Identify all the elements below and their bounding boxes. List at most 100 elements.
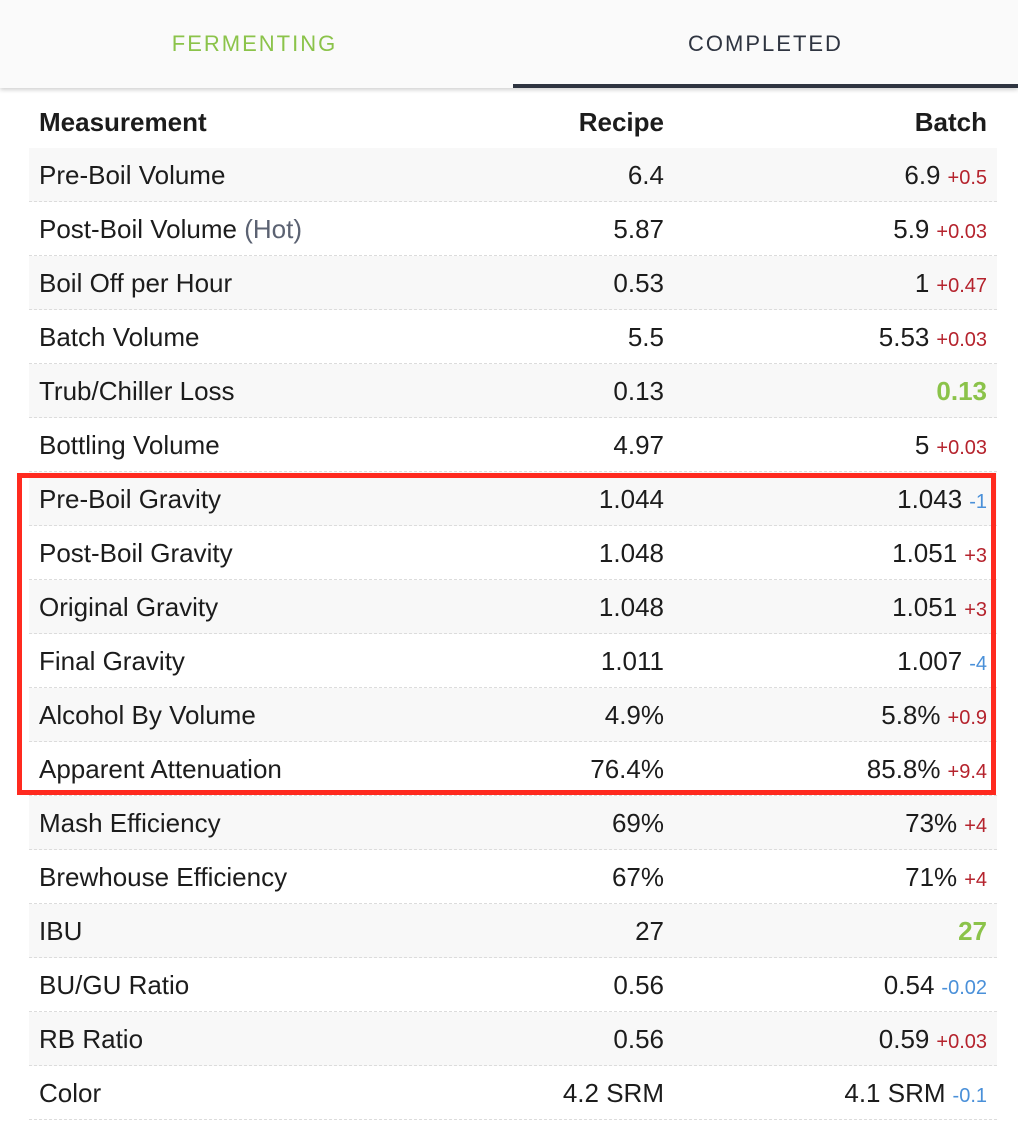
measurement-name: Apparent Attenuation: [39, 742, 282, 796]
batch-delta: -0.1: [952, 1085, 987, 1107]
table-row: Batch Volume 5.5 5.53 +0.03: [29, 310, 997, 364]
measurement-label: Boil Off per Hour: [39, 268, 233, 298]
measurement-name: BU/GU Ratio: [39, 958, 189, 1012]
measurement-label: RB Ratio: [39, 1024, 144, 1054]
table-header-row: Measurement Recipe Batch: [29, 94, 997, 148]
batch-delta: +0.5: [947, 167, 987, 189]
table-row: Mash Efficiency 69% 73% +4: [29, 796, 997, 850]
measurement-name: Bottling Volume: [39, 418, 220, 472]
header-measurement: Measurement: [39, 107, 207, 137]
measurement-name: IBU: [39, 904, 82, 958]
measurement-label: Alcohol By Volume: [39, 700, 256, 730]
table-row: Bottling Volume 4.97 5 +0.03: [29, 418, 997, 472]
recipe-value: 1.048: [598, 538, 664, 568]
measurement-name: Mash Efficiency: [39, 796, 221, 850]
recipe-value: 1.044: [598, 484, 664, 514]
batch-cell: 73% +4: [905, 796, 987, 850]
tab-completed[interactable]: COMPLETED: [688, 31, 843, 56]
batch-delta: +3: [964, 599, 987, 621]
batch-value: 0.13: [936, 376, 987, 406]
measurement-label: Bottling Volume: [39, 430, 220, 460]
table-row: Pre-Boil Volume 6.4 6.9 +0.5: [29, 148, 997, 202]
active-tab-indicator: [513, 84, 1018, 88]
measurement-label: IBU: [39, 916, 83, 946]
batch-cell: 71% +4: [905, 850, 987, 904]
recipe-value: 4.97: [613, 430, 664, 460]
recipe-value: 5.5: [627, 322, 664, 352]
tab-fermenting[interactable]: FERMENTING: [171, 31, 338, 56]
batch-value: 0.59: [878, 1024, 930, 1054]
recipe-value: 27: [635, 916, 664, 946]
measurement-name: Post-Boil Volume (Hot): [39, 202, 302, 256]
table-row: Pre-Boil Gravity 1.044 1.043 -1: [29, 472, 997, 526]
measurement-name: Final Gravity: [39, 634, 185, 688]
batch-cell: 85.8% +9.4: [867, 742, 987, 796]
table-row: IBU 27 27: [29, 904, 997, 958]
batch-cell: 1 +0.47: [915, 256, 987, 310]
batch-delta: +0.47: [936, 275, 987, 297]
batch-cell: 0.59 +0.03: [879, 1012, 987, 1066]
table-row: Post-Boil Volume (Hot) 5.87 5.9 +0.03: [29, 202, 997, 256]
batch-cell: 1.007 -4: [897, 634, 987, 688]
tab-bar: FERMENTING COMPLETED: [0, 0, 1018, 88]
batch-cell: 0.54 -0.02: [884, 958, 987, 1012]
batch-delta: +0.03: [936, 437, 987, 459]
measurement-name: RB Ratio: [39, 1012, 143, 1066]
recipe-value: 69%: [611, 808, 664, 838]
batch-cell: 1.051 +3: [892, 526, 987, 580]
table-row: Post-Boil Gravity 1.048 1.051 +3: [29, 526, 997, 580]
header-batch: Batch: [914, 107, 987, 137]
table-row: Final Gravity 1.011 1.007 -4: [29, 634, 997, 688]
batch-cell: 1.051 +3: [892, 580, 987, 634]
measurement-label: Color: [39, 1078, 102, 1108]
batch-value: 1: [914, 268, 930, 298]
batch-value: 0.54: [883, 970, 935, 1000]
measurement-name: Trub/Chiller Loss: [39, 364, 235, 418]
batch-delta: +9.4: [947, 761, 987, 783]
table-row: Trub/Chiller Loss 0.13 0.13: [29, 364, 997, 418]
recipe-value: 1.011: [600, 646, 664, 676]
batch-value: 1.043: [897, 484, 963, 514]
batch-cell: 5.53 +0.03: [879, 310, 987, 364]
batch-value: 85.8%: [866, 754, 941, 784]
table-row: BU/GU Ratio 0.56 0.54 -0.02: [29, 958, 997, 1012]
recipe-value: 0.13: [613, 376, 664, 406]
measurement-name: Boil Off per Hour: [39, 256, 232, 310]
batch-value: 6.9: [904, 160, 941, 190]
measurement-name: Original Gravity: [39, 580, 218, 634]
batch-delta: +0.03: [936, 329, 987, 351]
table-row: Brewhouse Efficiency 67% 71% +4: [29, 850, 997, 904]
batch-delta: -4: [969, 653, 987, 675]
recipe-value: 4.9%: [604, 700, 664, 730]
measurement-name: Pre-Boil Gravity: [39, 472, 221, 526]
batch-cell: 5 +0.03: [915, 418, 987, 472]
recipe-value: 0.53: [613, 268, 664, 298]
table-row: Color 4.2 SRM 4.1 SRM -0.1: [29, 1066, 997, 1120]
measurement-label: BU/GU Ratio: [39, 970, 190, 1000]
batch-cell: 27: [958, 904, 987, 958]
measurement-label: Mash Efficiency: [39, 808, 221, 838]
batch-value: 5.53: [878, 322, 930, 352]
batch-value: 4.1 SRM: [844, 1078, 946, 1108]
batch-delta: +4: [964, 869, 987, 891]
batch-value: 1.051: [892, 592, 958, 622]
batch-cell: 4.1 SRM -0.1: [844, 1066, 987, 1120]
measurement-name: Color: [39, 1066, 101, 1120]
batch-value: 1.007: [897, 646, 963, 676]
header-recipe: Recipe: [578, 107, 664, 137]
measurement-label: Post-Boil Gravity: [39, 538, 233, 568]
measurement-label: Batch Volume: [39, 322, 200, 352]
recipe-value: 76.4%: [590, 754, 664, 784]
batch-cell: 0.13: [936, 364, 987, 418]
batch-delta: +4: [964, 815, 987, 837]
measurement-label: Apparent Attenuation: [39, 754, 282, 784]
batch-value: 5.9: [893, 214, 930, 244]
table-row: Original Gravity 1.048 1.051 +3: [29, 580, 997, 634]
table-row: RB Ratio 0.56 0.59 +0.03: [29, 1012, 997, 1066]
measurement-label: Pre-Boil Gravity: [39, 484, 222, 514]
measurement-label: Original Gravity: [39, 592, 219, 622]
batch-value: 71%: [905, 862, 958, 892]
recipe-value: 67%: [611, 862, 664, 892]
measurement-name: Post-Boil Gravity: [39, 526, 233, 580]
measurement-name: Pre-Boil Volume: [39, 148, 225, 202]
